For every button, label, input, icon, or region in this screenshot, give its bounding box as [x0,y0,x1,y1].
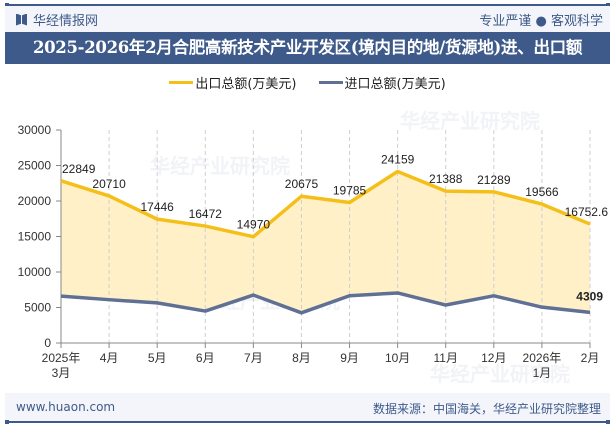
data-label-export: 21388 [429,172,463,186]
x-tick-label: 11月 [433,351,457,365]
x-tick-label: 6月 [196,351,215,365]
x-tick-label: 2月 [581,351,600,365]
x-tick-label: 8月 [292,351,311,365]
data-label-export: 16472 [189,207,223,221]
data-label-export: 17446 [140,200,174,214]
data-label-export: 14970 [237,218,271,232]
legend-item-import[interactable]: 进口总额(万美元) [318,73,446,92]
x-tick-label: 12月 [481,351,506,365]
export-swatch [169,81,194,84]
data-label-export: 21289 [477,173,511,187]
footer-bar [5,393,610,421]
x-tick-label: 4月 [100,351,119,365]
bottom-border [5,420,610,424]
x-tick-label: 10月 [385,351,410,365]
data-label-export: 19785 [333,184,367,198]
x-tick-label: 9月 [340,351,359,365]
y-tick-label: 25000 [18,159,52,173]
x-tick-label: 7月 [244,351,263,365]
y-tick-label: 15000 [18,230,52,244]
x-tick-label: 3月 [52,366,71,380]
data-label-export: 19566 [525,185,559,199]
data-label-import: 4309 [576,289,603,303]
data-label-export: 20710 [92,177,126,191]
y-tick-label: 0 [44,336,51,350]
legend: 出口总额(万美元) 进口总额(万美元) [0,73,615,92]
x-tick-label: 2026年 [523,351,562,365]
brand-bar [5,6,610,32]
area-fill [61,171,590,313]
footer-source: 数据来源：中国海关，华经产业研究院整理 [372,402,601,416]
brand: 华经情报网 [16,10,98,29]
import-swatch [318,81,343,84]
import-line [60,291,591,315]
data-label-export: 16752.6 [565,205,609,219]
data-label-export: 22849 [62,162,96,176]
top-border [5,3,610,7]
export-line [60,169,591,239]
x-tick-label: 1月 [533,366,552,380]
y-tick-label: 5000 [24,301,51,315]
legend-item-export[interactable]: 出口总额(万美元) [169,73,297,92]
data-label-export: 20675 [285,177,319,191]
x-tick-label: 5月 [148,351,167,365]
data-label-export: 24159 [381,152,415,166]
brand-name: 华经情报网 [33,14,99,29]
slogan: 专业严谨 ● 客观科学 [479,14,603,29]
x-tick-label: 2025年 [42,351,81,365]
legend-label-import: 进口总额(万美元) [344,77,446,92]
legend-label-export: 出口总额(万美元) [195,77,297,92]
y-tick-label: 10000 [18,265,52,279]
y-tick-label: 20000 [18,194,52,208]
footer-website[interactable]: www.huaon.com [16,400,116,414]
y-tick-label: 30000 [18,123,52,137]
chart-title: 2025-2026年2月合肥高新技术产业开发区(境内目的地/货源地)进、出口额 [5,32,610,64]
